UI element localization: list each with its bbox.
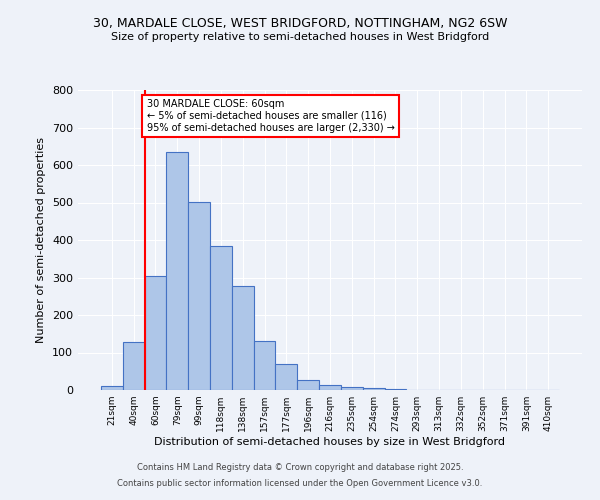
Bar <box>101 386 123 390</box>
Bar <box>145 276 166 390</box>
Text: Contains HM Land Registry data © Crown copyright and database right 2025.: Contains HM Land Registry data © Crown c… <box>137 464 463 472</box>
Bar <box>166 152 188 390</box>
Text: 30, MARDALE CLOSE, WEST BRIDGFORD, NOTTINGHAM, NG2 6SW: 30, MARDALE CLOSE, WEST BRIDGFORD, NOTTI… <box>93 18 507 30</box>
Bar <box>254 340 275 390</box>
Bar <box>319 385 341 390</box>
Text: Contains public sector information licensed under the Open Government Licence v3: Contains public sector information licen… <box>118 478 482 488</box>
Bar <box>341 387 363 390</box>
Bar <box>385 388 406 390</box>
Bar <box>363 388 385 390</box>
Text: Size of property relative to semi-detached houses in West Bridgford: Size of property relative to semi-detach… <box>111 32 489 42</box>
Bar <box>297 380 319 390</box>
X-axis label: Distribution of semi-detached houses by size in West Bridgford: Distribution of semi-detached houses by … <box>155 437 505 447</box>
Bar <box>232 286 254 390</box>
Bar <box>275 364 297 390</box>
Bar <box>188 202 210 390</box>
Bar <box>210 246 232 390</box>
Text: 30 MARDALE CLOSE: 60sqm
← 5% of semi-detached houses are smaller (116)
95% of se: 30 MARDALE CLOSE: 60sqm ← 5% of semi-det… <box>147 100 395 132</box>
Y-axis label: Number of semi-detached properties: Number of semi-detached properties <box>37 137 46 343</box>
Bar <box>123 342 145 390</box>
